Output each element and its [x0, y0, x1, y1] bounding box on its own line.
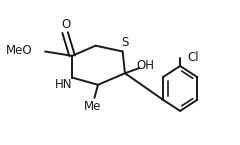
Text: Me: Me [84, 100, 101, 113]
Text: OH: OH [136, 59, 154, 72]
Text: S: S [121, 36, 128, 49]
Text: Cl: Cl [187, 51, 199, 64]
Text: HN: HN [55, 78, 73, 91]
Text: MeO: MeO [6, 44, 32, 57]
Text: O: O [62, 18, 71, 31]
